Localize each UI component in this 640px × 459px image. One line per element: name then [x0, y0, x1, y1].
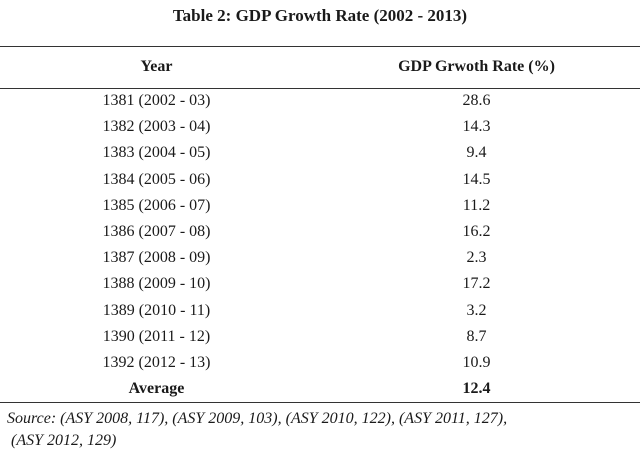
average-row: Average 12.4	[0, 376, 640, 402]
rate-cell: 11.2	[462, 196, 491, 214]
rate-cell: 9.4	[466, 144, 487, 162]
source-note: Source: (ASY 2008, 117), (ASY 2009, 103)…	[7, 408, 632, 452]
rate-cell: 8.7	[466, 327, 487, 345]
header-row: Year GDP Grwoth Rate (%)	[0, 55, 640, 79]
year-cell: 1385 (2006 - 07)	[102, 196, 211, 214]
table-row: 1392 (2012 - 13) 10.9	[0, 350, 640, 376]
source-line-2: (ASY 2012, 129)	[7, 432, 117, 449]
year-cell: 1381 (2002 - 03)	[102, 92, 211, 110]
average-label: Average	[128, 380, 185, 398]
table-row: 1382 (2003 - 04) 14.3	[0, 114, 640, 140]
rate-cell: 28.6	[462, 92, 491, 110]
table-row: 1384 (2005 - 06) 14.5	[0, 167, 640, 193]
table-row: 1381 (2002 - 03) 28.6	[0, 88, 640, 114]
table-row: 1387 (2008 - 09) 2.3	[0, 245, 640, 271]
table-row: 1383 (2004 - 05) 9.4	[0, 140, 640, 166]
average-rate: 12.4	[462, 380, 491, 398]
rate-cell: 2.3	[466, 249, 487, 267]
year-cell: 1384 (2005 - 06)	[102, 170, 211, 188]
column-header-year: Year	[140, 58, 173, 75]
table-top-rule	[0, 46, 640, 47]
year-cell: 1382 (2003 - 04)	[102, 118, 211, 136]
table-row: 1389 (2010 - 11) 3.2	[0, 298, 640, 324]
rate-cell: 3.2	[466, 301, 487, 319]
rate-cell: 17.2	[462, 275, 491, 293]
year-cell: 1392 (2012 - 13)	[102, 353, 211, 371]
table-title: Table 2: GDP Growth Rate (2002 - 2013)	[172, 6, 468, 25]
year-cell: 1387 (2008 - 09)	[102, 249, 211, 267]
table-header-rule	[0, 88, 640, 89]
rate-cell: 16.2	[462, 223, 491, 241]
year-cell: 1389 (2010 - 11)	[102, 301, 211, 319]
table-bottom-rule	[0, 402, 640, 403]
source-line-1: Source: (ASY 2008, 117), (ASY 2009, 103)…	[7, 410, 508, 427]
table-header: Year GDP Grwoth Rate (%)	[0, 55, 640, 79]
rate-cell: 10.9	[462, 353, 491, 371]
rate-cell: 14.3	[462, 118, 491, 136]
column-header-gdp-rate: GDP Grwoth Rate (%)	[398, 58, 555, 75]
year-cell: 1383 (2004 - 05)	[102, 144, 211, 162]
table-row: 1390 (2011 - 12) 8.7	[0, 324, 640, 350]
table-body: 1381 (2002 - 03) 28.6 1382 (2003 - 04) 1…	[0, 88, 640, 402]
year-cell: 1386 (2007 - 08)	[102, 223, 211, 241]
table-row: 1386 (2007 - 08) 16.2	[0, 219, 640, 245]
rate-cell: 14.5	[462, 170, 491, 188]
year-cell: 1388 (2009 - 10)	[102, 275, 211, 293]
table-row: 1385 (2006 - 07) 11.2	[0, 193, 640, 219]
table-row: 1388 (2009 - 10) 17.2	[0, 271, 640, 297]
year-cell: 1390 (2011 - 12)	[102, 327, 211, 345]
